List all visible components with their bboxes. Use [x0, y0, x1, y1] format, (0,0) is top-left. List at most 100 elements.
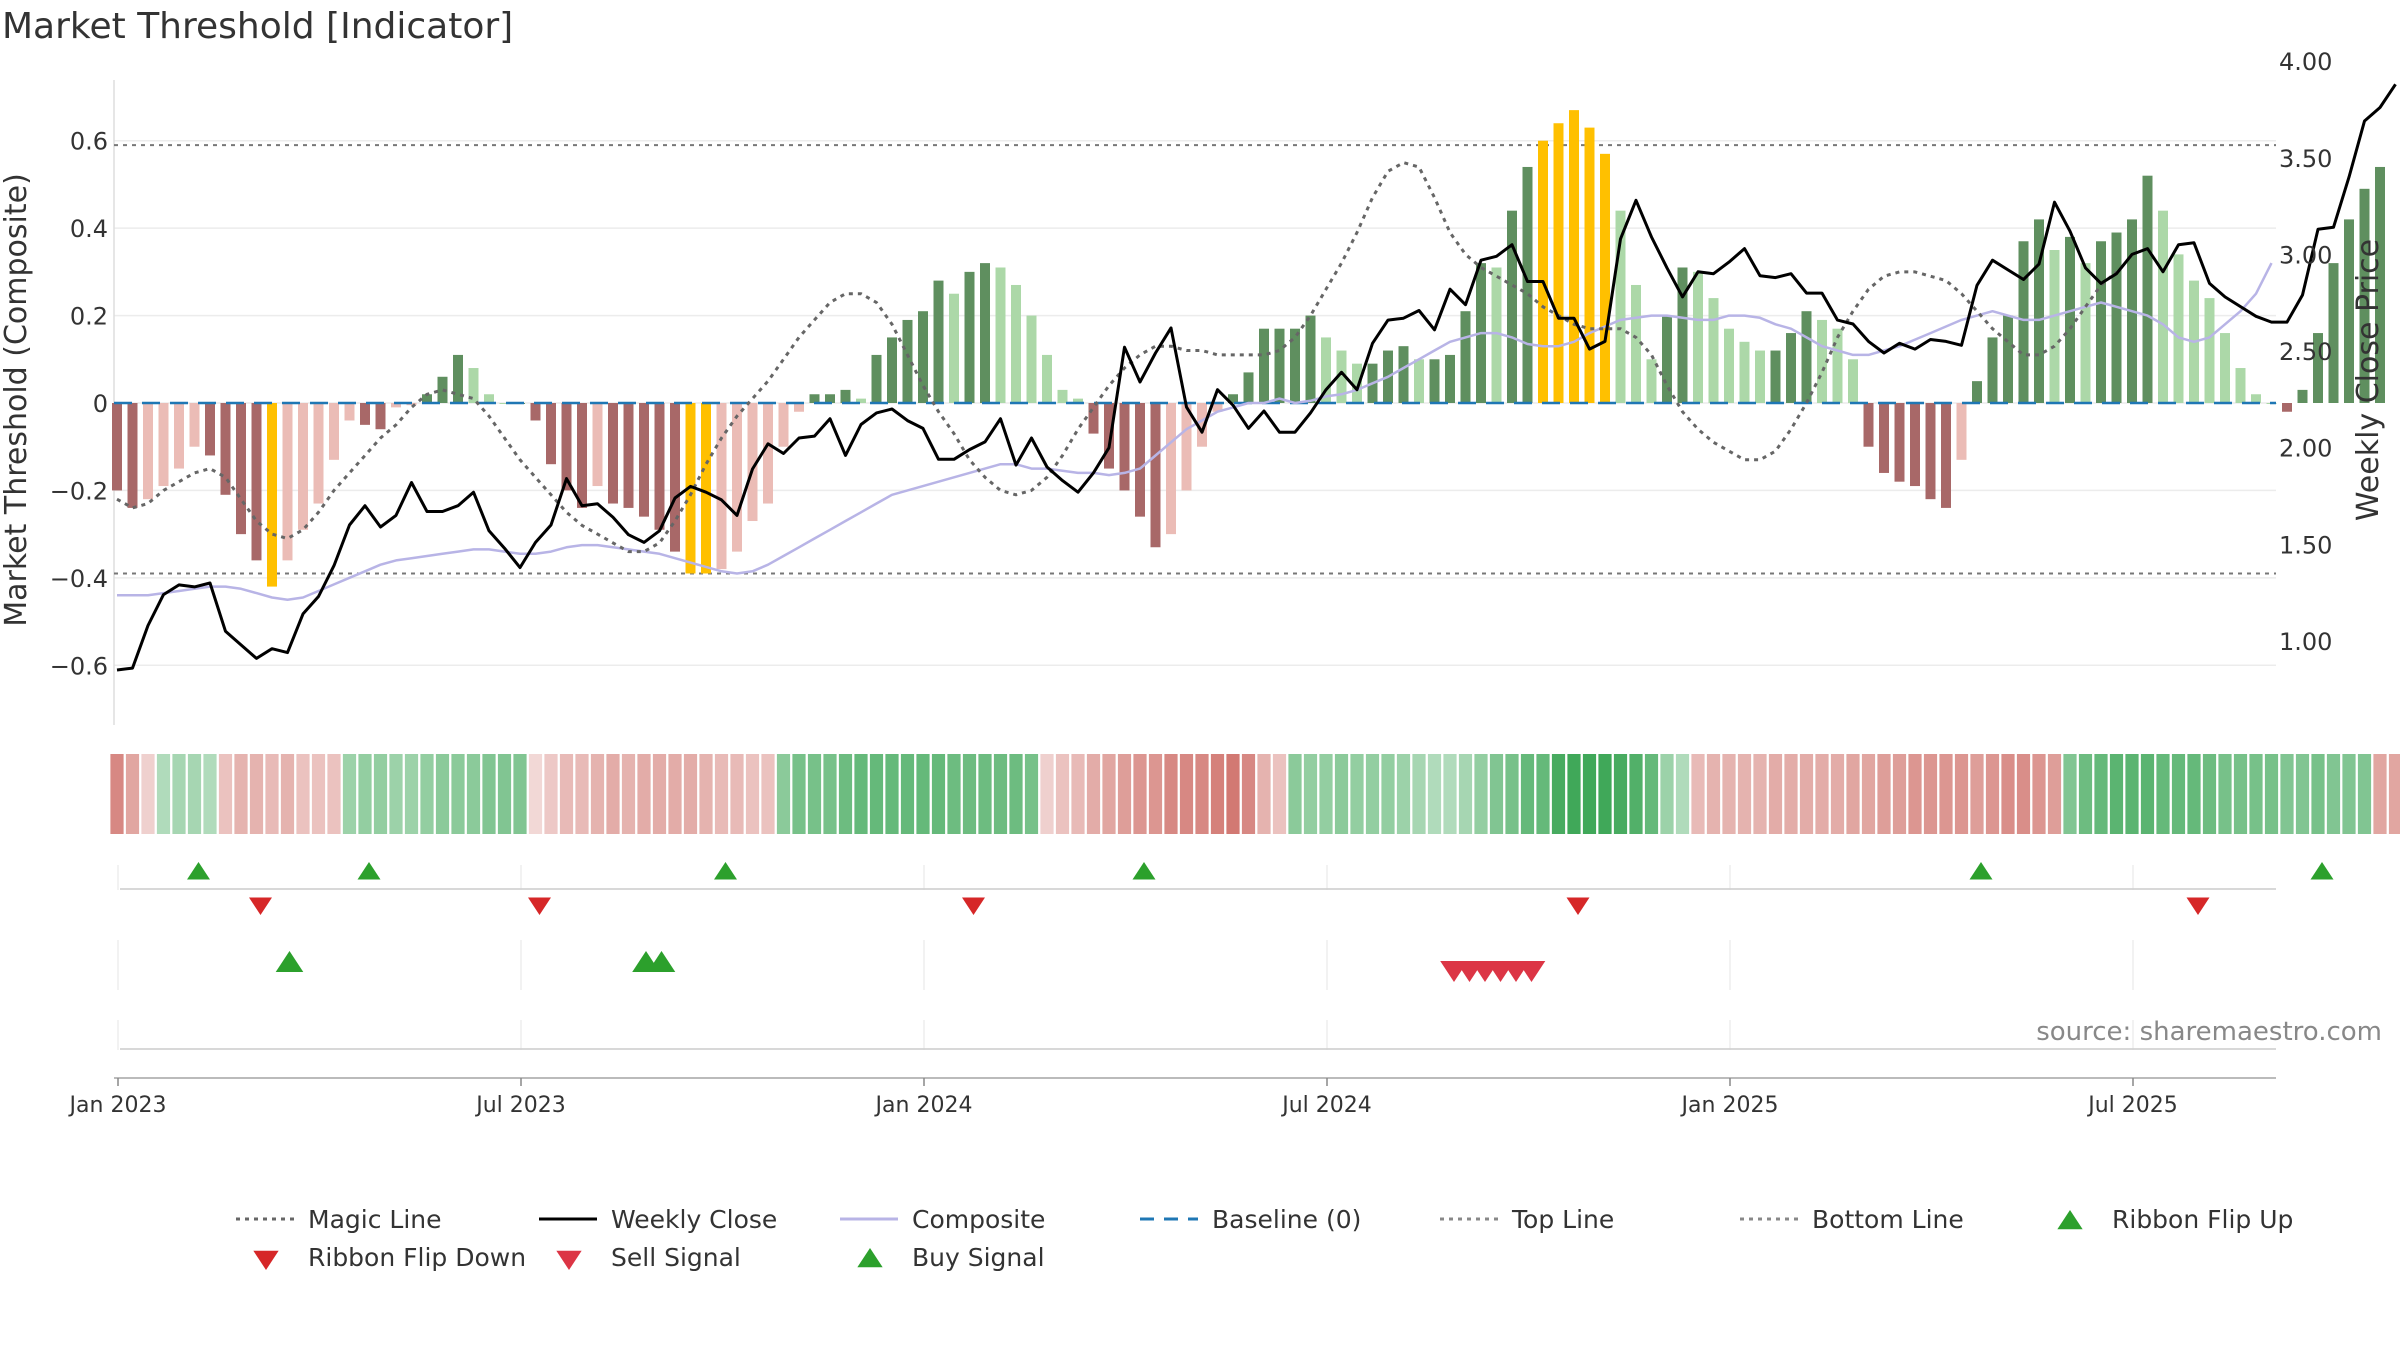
composite-bar	[1693, 271, 1703, 403]
composite-bar	[1088, 403, 1099, 434]
y2-axis-label: Weekly Close Price	[2351, 239, 2386, 521]
composite-bar	[2313, 333, 2323, 403]
composite-bar	[778, 403, 789, 447]
ribbon-cell	[203, 754, 217, 834]
composite-bar	[809, 394, 820, 403]
ribbon-cell	[528, 754, 543, 834]
composite-bar	[313, 403, 324, 504]
composite-bar	[1104, 403, 1114, 469]
magic-line	[116, 161, 2118, 554]
composite-bar	[2003, 315, 2013, 403]
ribbon-cell	[1954, 754, 1969, 834]
ribbon-cell	[1706, 754, 1721, 834]
ribbon-cell	[1365, 754, 1380, 834]
composite-bar	[1228, 394, 1238, 403]
composite-bar	[670, 403, 680, 552]
ribbon-cell	[1396, 754, 1411, 834]
legend-triangle-down-icon	[556, 1250, 582, 1270]
composite-bar	[2049, 250, 2060, 403]
composite-bar	[933, 280, 944, 403]
composite-bar	[127, 403, 138, 508]
composite-bar	[2018, 241, 2029, 403]
ribbon-cell	[621, 754, 636, 834]
ribbon-cell	[2140, 754, 2155, 834]
composite-bar	[2034, 219, 2044, 403]
ribbon-cell	[342, 754, 357, 834]
ribbon-cell	[1830, 754, 1845, 834]
composite-bar	[732, 403, 742, 552]
y2-tick-label: 3.00	[2279, 241, 2332, 269]
composite-bar	[1119, 403, 1130, 491]
composite-bar	[143, 403, 153, 500]
composite-bar	[1801, 311, 1812, 403]
composite-bar	[360, 403, 370, 425]
ribbon-cell	[2032, 754, 2046, 834]
legend-label: Baseline (0)	[1212, 1205, 1361, 1234]
ribbon-cell	[218, 754, 233, 834]
buy-signal-marker	[275, 951, 304, 972]
composite-bar	[329, 403, 339, 460]
legend-triangle-up-icon	[2057, 1210, 2083, 1230]
ribbon-cell	[1939, 754, 1953, 834]
ribbon-cell	[1691, 754, 1705, 834]
composite-bar	[747, 403, 758, 522]
composite-bar	[1026, 315, 1037, 403]
composite-bar	[1538, 140, 1548, 404]
ribbon-cell	[2388, 754, 2400, 834]
ribbon-cell	[1303, 754, 1318, 834]
legend-item: Bottom Line	[1740, 1205, 1964, 1234]
ribbon-cell	[1117, 754, 1132, 834]
ribbon-flip-up-marker	[2310, 862, 2334, 880]
ribbon-cell	[2311, 754, 2325, 834]
ribbon-cell	[1148, 754, 1163, 834]
chart-title: Market Threshold [Indicator]	[2, 6, 513, 47]
signal-panels: source: sharemaestro.com	[117, 862, 2382, 1050]
ribbon-cell	[1133, 754, 1147, 834]
weekly-close-line	[116, 83, 2397, 672]
y-axis-label: Market Threshold (Composite)	[0, 173, 34, 627]
composite-bar	[1305, 315, 1316, 403]
composite-bar	[980, 263, 990, 403]
ribbon-cell	[1737, 754, 1752, 834]
right-y-ticks: 4.00 3.50 3.00 2.50 2.00 1.50 1.00	[2279, 48, 2332, 656]
ribbon-cell	[1536, 754, 1550, 834]
composite-bars	[112, 110, 2385, 587]
ribbon-cell	[792, 754, 806, 834]
y2-tick-label: 1.00	[2279, 628, 2332, 656]
ribbon-cell	[1846, 754, 1860, 834]
ribbon-cell	[1520, 754, 1535, 834]
ribbon-cell	[1319, 754, 1333, 834]
ribbon-cell	[1334, 754, 1349, 834]
ribbon-cell	[420, 754, 434, 834]
composite-bar	[1445, 354, 1455, 403]
composite-bar	[995, 267, 1006, 403]
ribbon-cell	[2342, 754, 2356, 834]
y-tick-label: 0.6	[70, 128, 108, 156]
composite-bar	[1274, 328, 1285, 403]
ribbon-cell	[1024, 754, 1039, 834]
ribbon-cell	[745, 754, 760, 834]
ribbon-cell	[1102, 754, 1116, 834]
legend-triangle-down-icon	[253, 1250, 279, 1270]
ribbon-cell	[497, 754, 512, 834]
ribbon-flip-up-marker	[187, 862, 210, 880]
composite-bar	[2220, 333, 2230, 403]
composite-bar	[1057, 389, 1068, 403]
legend-item: Top Line	[1440, 1205, 1614, 1234]
composite-bar	[1011, 284, 1021, 403]
composite-bar	[1646, 359, 1657, 403]
composite-bar	[391, 403, 401, 408]
ribbon-cell	[1784, 754, 1798, 834]
composite-bar	[484, 394, 494, 403]
ribbon-cell	[1644, 754, 1659, 834]
ribbon-cell	[1009, 754, 1023, 834]
composite-bar	[1429, 359, 1440, 403]
composite-bar	[1770, 350, 1781, 403]
composite-bar	[1243, 372, 1254, 403]
legend-label: Ribbon Flip Up	[2112, 1205, 2293, 1234]
ribbon-cell	[761, 754, 775, 834]
ribbon-cell	[265, 754, 279, 834]
legend-label: Weekly Close	[611, 1205, 777, 1234]
composite-bar	[1894, 403, 1905, 482]
